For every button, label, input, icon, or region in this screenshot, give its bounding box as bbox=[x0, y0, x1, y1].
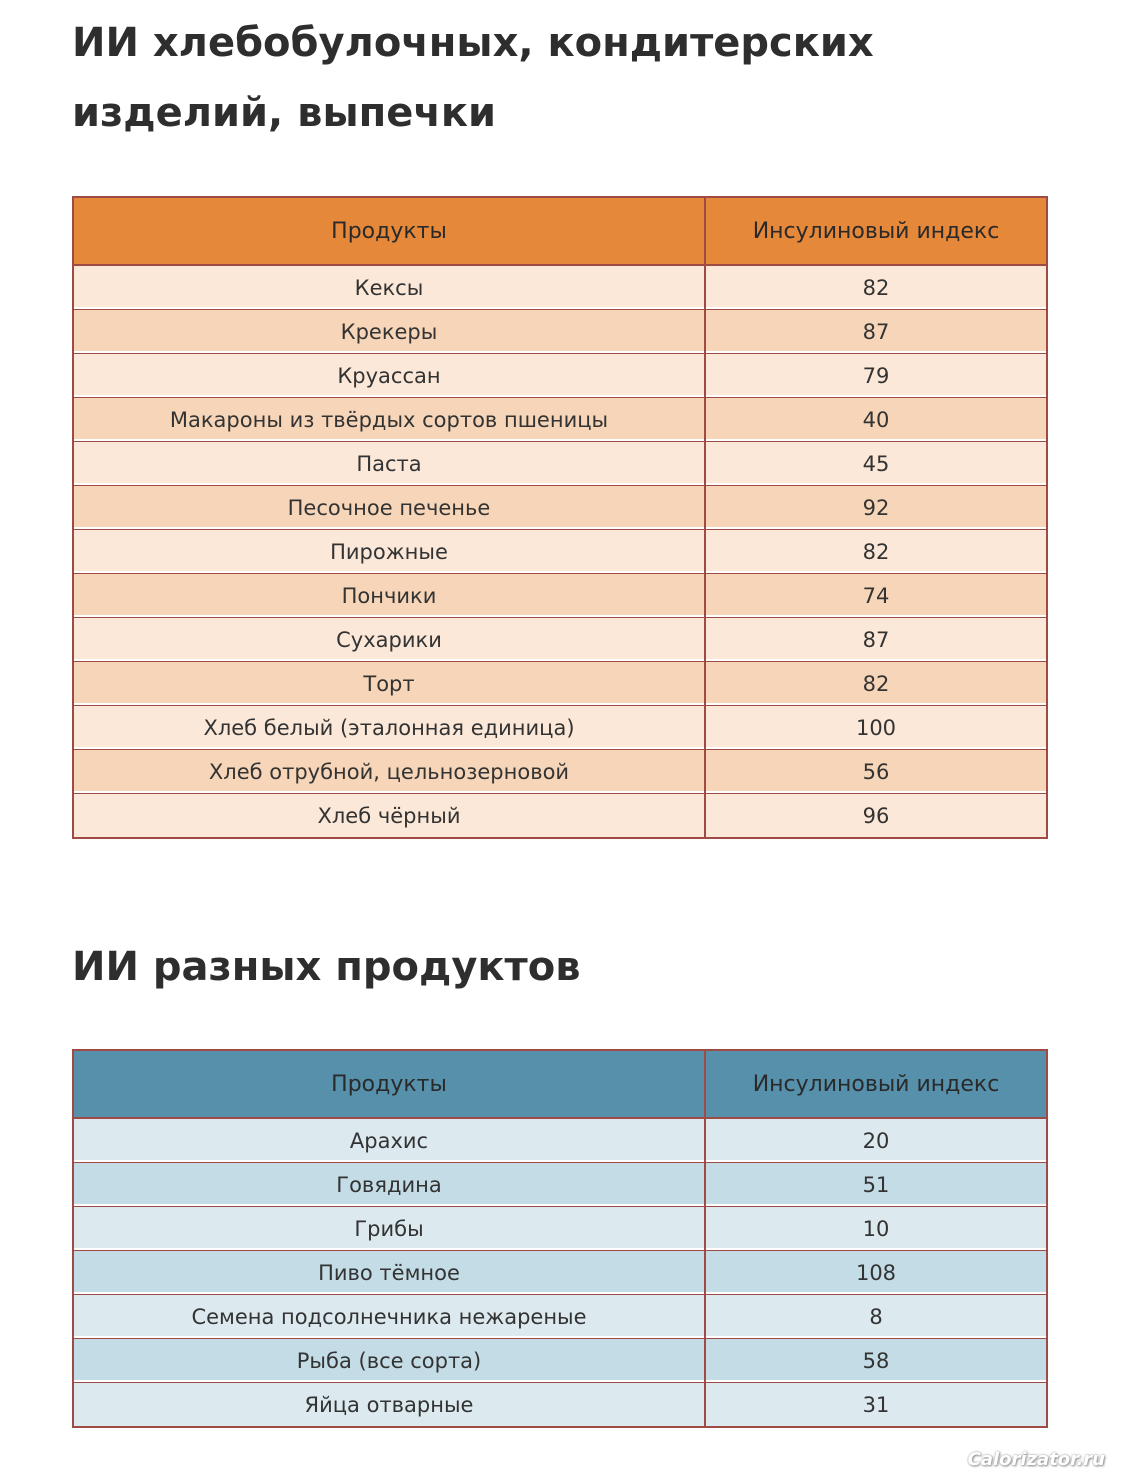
insulin-index-cell: 79 bbox=[704, 354, 1046, 398]
insulin-index-cell: 87 bbox=[704, 618, 1046, 662]
table-row: Пирожные 82 bbox=[74, 530, 1046, 574]
product-name-cell: Семена подсолнечника нежареные bbox=[74, 1295, 704, 1339]
product-name-cell: Хлеб отрубной, цельнозерновой bbox=[74, 750, 704, 794]
table-row: Хлеб чёрный 96 bbox=[74, 794, 1046, 837]
table-row: Рыба (все сорта) 58 bbox=[74, 1339, 1046, 1383]
product-name-cell: Макароны из твёрдых сортов пшеницы bbox=[74, 398, 704, 442]
product-name-cell: Грибы bbox=[74, 1207, 704, 1251]
table-row: Торт 82 bbox=[74, 662, 1046, 706]
table-row: Грибы 10 bbox=[74, 1207, 1046, 1251]
table-row: Песочное печенье 92 bbox=[74, 486, 1046, 530]
column-header-insulin-index: Инсулиновый индекс bbox=[704, 1051, 1046, 1119]
table-row: Яйца отварные 31 bbox=[74, 1383, 1046, 1426]
section-title-various: ИИ разных продуктов bbox=[72, 944, 581, 990]
product-name-cell: Говядина bbox=[74, 1163, 704, 1207]
insulin-index-cell: 51 bbox=[704, 1163, 1046, 1207]
insulin-index-cell: 20 bbox=[704, 1119, 1046, 1163]
table-row: Макароны из твёрдых сортов пшеницы 40 bbox=[74, 398, 1046, 442]
product-name-cell: Пирожные bbox=[74, 530, 704, 574]
product-name-cell: Пиво тёмное bbox=[74, 1251, 704, 1295]
product-name-cell: Круассан bbox=[74, 354, 704, 398]
various-insulin-index-table: Продукты Инсулиновый индекс Арахис 20 Говя… bbox=[72, 1049, 1048, 1428]
column-header-products: Продукты bbox=[74, 1051, 704, 1119]
product-name-cell: Арахис bbox=[74, 1119, 704, 1163]
table-row: Семена подсолнечника нежареные 8 bbox=[74, 1295, 1046, 1339]
table-row: Говядина 51 bbox=[74, 1163, 1046, 1207]
bakery-insulin-index-table: Продукты Инсулиновый индекс Кексы 82 Креке… bbox=[72, 196, 1048, 839]
insulin-index-cell: 100 bbox=[704, 706, 1046, 750]
product-name-cell: Пончики bbox=[74, 574, 704, 618]
insulin-index-cell: 10 bbox=[704, 1207, 1046, 1251]
column-header-products: Продукты bbox=[74, 198, 704, 266]
table-row: Арахис 20 bbox=[74, 1119, 1046, 1163]
product-name-cell: Кексы bbox=[74, 266, 704, 310]
product-name-cell: Крекеры bbox=[74, 310, 704, 354]
product-name-cell: Песочное печенье bbox=[74, 486, 704, 530]
product-name-cell: Хлеб белый (эталонная единица) bbox=[74, 706, 704, 750]
insulin-index-cell: 8 bbox=[704, 1295, 1046, 1339]
insulin-index-cell: 82 bbox=[704, 266, 1046, 310]
table-row: Паста 45 bbox=[74, 442, 1046, 486]
section-title-bakery: ИИ хлебобулочных, кондитерских изделий, … bbox=[72, 20, 874, 136]
table-row: Хлеб белый (эталонная единица) 100 bbox=[74, 706, 1046, 750]
product-name-cell: Торт bbox=[74, 662, 704, 706]
insulin-index-cell: 96 bbox=[704, 794, 1046, 837]
insulin-index-cell: 58 bbox=[704, 1339, 1046, 1383]
product-name-cell: Рыба (все сорта) bbox=[74, 1339, 704, 1383]
product-name-cell: Хлеб чёрный bbox=[74, 794, 704, 837]
watermark-logo: Calorizator.ru bbox=[967, 1449, 1105, 1470]
product-name-cell: Яйца отварные bbox=[74, 1383, 704, 1426]
table-row: Крекеры 87 bbox=[74, 310, 1046, 354]
insulin-index-cell: 87 bbox=[704, 310, 1046, 354]
insulin-index-cell: 108 bbox=[704, 1251, 1046, 1295]
table-row: Пончики 74 bbox=[74, 574, 1046, 618]
insulin-index-cell: 45 bbox=[704, 442, 1046, 486]
insulin-index-cell: 56 bbox=[704, 750, 1046, 794]
table-row: Хлеб отрубной, цельнозерновой 56 bbox=[74, 750, 1046, 794]
insulin-index-cell: 82 bbox=[704, 662, 1046, 706]
table-row: Кексы 82 bbox=[74, 266, 1046, 310]
table-row: Сухарики 87 bbox=[74, 618, 1046, 662]
insulin-index-cell: 31 bbox=[704, 1383, 1046, 1426]
insulin-index-cell: 82 bbox=[704, 530, 1046, 574]
product-name-cell: Сухарики bbox=[74, 618, 704, 662]
table-header-row: Продукты Инсулиновый индекс bbox=[74, 198, 1046, 266]
insulin-index-cell: 74 bbox=[704, 574, 1046, 618]
insulin-index-cell: 92 bbox=[704, 486, 1046, 530]
product-name-cell: Паста bbox=[74, 442, 704, 486]
table-row: Пиво тёмное 108 bbox=[74, 1251, 1046, 1295]
table-header-row: Продукты Инсулиновый индекс bbox=[74, 1051, 1046, 1119]
column-header-insulin-index: Инсулиновый индекс bbox=[704, 198, 1046, 266]
table-row: Круассан 79 bbox=[74, 354, 1046, 398]
table-body: Кексы 82 Крекеры 87 Круассан 79 Макароны из тв… bbox=[74, 266, 1046, 837]
insulin-index-cell: 40 bbox=[704, 398, 1046, 442]
table-body: Арахис 20 Говядина 51 Грибы 10 Пиво тёмное 108 С… bbox=[74, 1119, 1046, 1426]
